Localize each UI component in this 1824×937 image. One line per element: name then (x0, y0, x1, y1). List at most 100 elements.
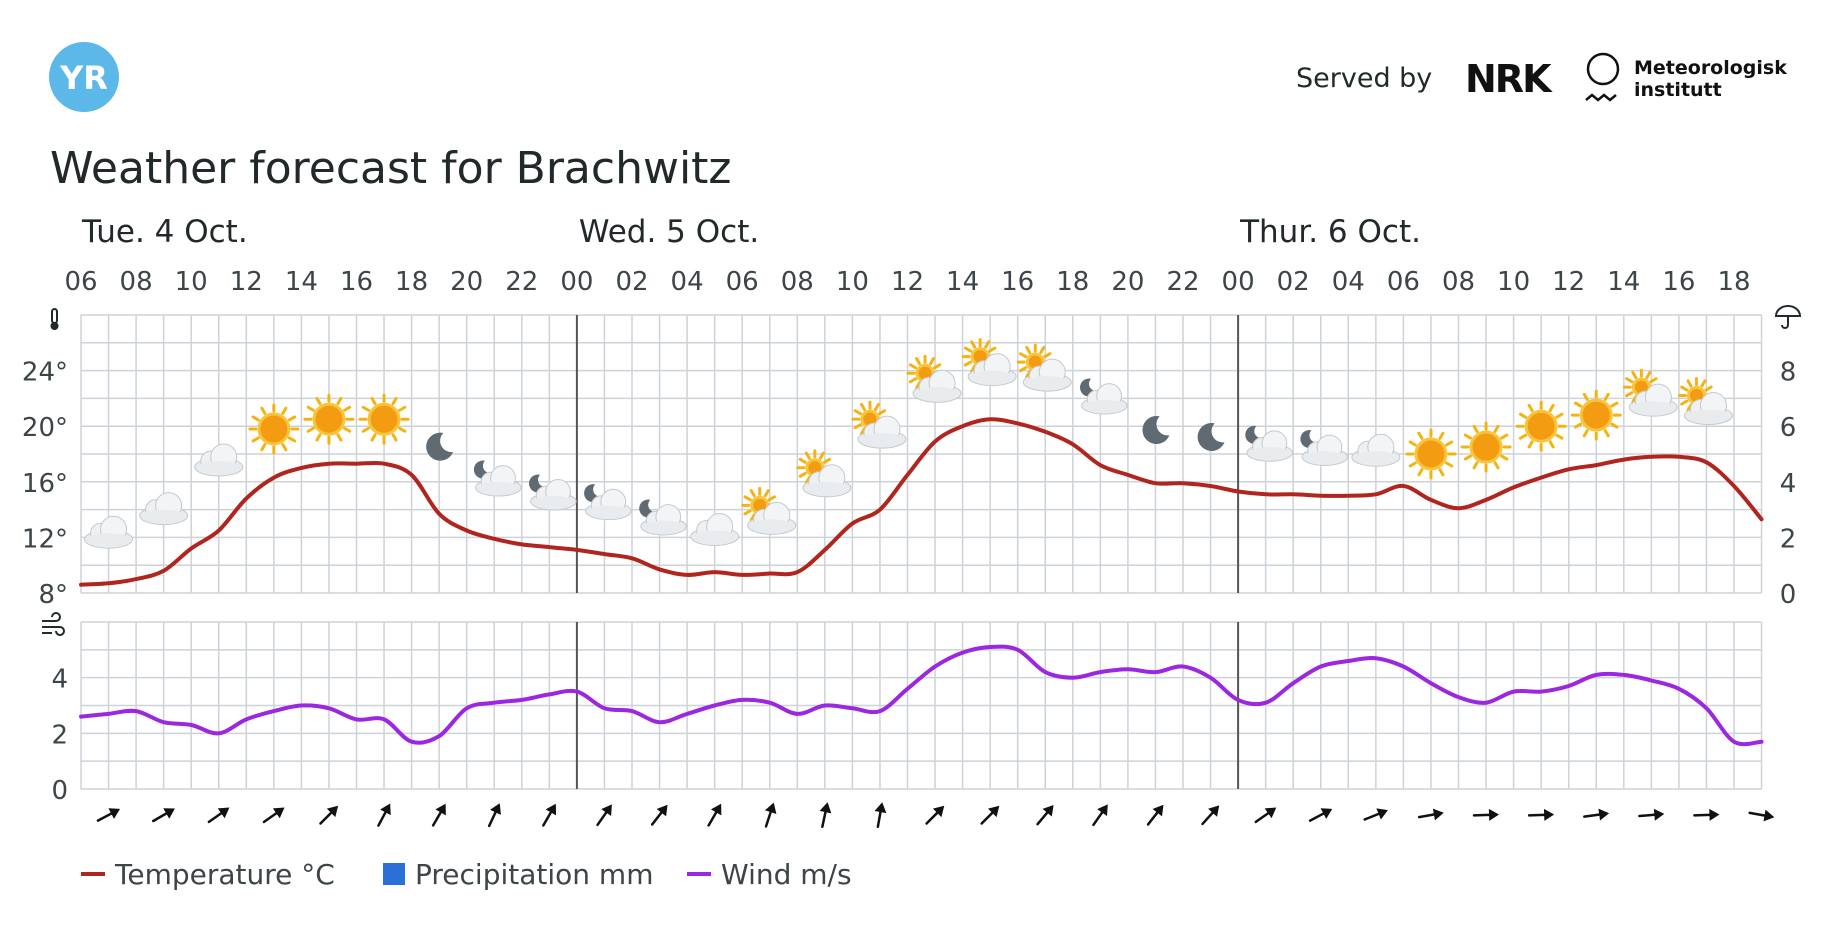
cloud-shape (1081, 383, 1128, 415)
x-tick-label: 16 (1001, 267, 1034, 297)
x-tick-label: 00 (560, 267, 593, 297)
wind-arrow-icon (1583, 808, 1610, 821)
legend-label: Precipitation mm (415, 858, 653, 891)
wind-icon (42, 612, 65, 636)
cloud-shape (857, 415, 907, 449)
wind-arrow-icon (1092, 804, 1108, 827)
x-tick-label: 10 (836, 267, 869, 297)
cloud-shape (747, 501, 797, 535)
partly-cloudy-night-icon (473, 460, 522, 497)
wind-arrow-icon (262, 807, 285, 824)
wind-arrow-icon (377, 803, 391, 827)
wind-line (79, 644, 1764, 747)
wind-arrow-icon (819, 802, 832, 828)
cloud-shape (585, 488, 632, 521)
day-labels: Tue. 4 Oct. Wed. 5 Oct. Thur. 6 Oct. (81, 214, 1421, 250)
wind-arrow-icon (1417, 808, 1444, 821)
x-tick-label: 18 (1717, 267, 1750, 297)
sun-shape (1460, 421, 1512, 473)
wind-y-axis: 4 2 0 (51, 665, 68, 806)
x-tick-label: 06 (64, 267, 97, 297)
cloud-shape (912, 369, 962, 403)
clear-day-icon (1570, 389, 1622, 441)
partly-cloudy-night-icon (1245, 425, 1293, 462)
temperature-y-axis: 24° 20° 16° 12° 8° (22, 358, 68, 610)
partly-cloudy-day-icon (961, 338, 1017, 387)
partly-cloudy-day-icon (1622, 368, 1678, 417)
umbrella-icon (1774, 305, 1802, 329)
wind-arrow-icon (1363, 808, 1388, 821)
wind-arrow-icon (1472, 808, 1500, 821)
day-label: Thur. 6 Oct. (1239, 214, 1421, 250)
cloudy-icon (84, 515, 134, 549)
cloudy-icon (690, 512, 740, 546)
met-logo-circle-icon (1586, 52, 1620, 86)
moon-shape (426, 432, 454, 461)
met-logo-line2: institutt (1634, 79, 1722, 101)
legend-label: Temperature °C (114, 858, 335, 891)
cloud-shape (139, 492, 189, 526)
cloud-shape (690, 512, 740, 546)
x-tick-label: 02 (1277, 267, 1310, 297)
clear-night-icon (426, 432, 454, 461)
wind-arrow-icon (1201, 805, 1220, 826)
x-tick-label: 04 (1332, 267, 1365, 297)
wind-arrow-icon (487, 803, 501, 828)
wind-arrow-icon (96, 808, 121, 822)
wind-arrow-icon (542, 803, 557, 827)
x-tick-label: 18 (395, 267, 428, 297)
wind-arrow-icon (1527, 808, 1555, 821)
partly-cloudy-day-icon (1677, 377, 1733, 426)
sun-shape (358, 393, 410, 445)
day-label: Tue. 4 Oct. (81, 214, 248, 250)
nrk-logo[interactable]: NRK (1465, 57, 1555, 101)
cloudy-icon (1351, 433, 1401, 467)
sun-shape (303, 393, 355, 445)
partly-cloudy-day-icon (851, 400, 907, 449)
cloud-shape (640, 504, 687, 536)
met-logo[interactable]: Meteorologisk institutt (1585, 52, 1787, 102)
temperature-line (79, 417, 1764, 587)
partly-cloudy-night-icon (529, 474, 577, 511)
legend-item: Precipitation mm (383, 858, 653, 891)
precip-y-tick-label: 4 (1780, 469, 1797, 499)
wind-arrow-icon (1638, 808, 1665, 821)
clear-day-icon (248, 403, 300, 455)
x-tick-label: 22 (505, 267, 538, 297)
clear-day-icon (1460, 421, 1512, 473)
wind-arrow-icon (596, 804, 612, 827)
clear-night-icon (1197, 422, 1225, 451)
yr-logo-circle (49, 42, 119, 112)
x-tick-label: 02 (615, 267, 648, 297)
wind-arrow-icon (650, 804, 668, 826)
cloud-shape (474, 465, 522, 497)
wind-y-tick-label: 0 (51, 776, 68, 806)
legend-square-swatch (383, 863, 405, 885)
clear-day-icon (1515, 400, 1567, 452)
wind-arrow-icon (707, 803, 722, 827)
precipitation-y-axis: 8 6 4 2 0 (1780, 358, 1797, 610)
partly-cloudy-day-icon (796, 449, 852, 498)
wind-arrow-icon (1748, 809, 1775, 822)
wind-arrow-icon (152, 808, 175, 823)
partly-cloudy-night-icon (1080, 378, 1128, 415)
temp-y-tick-label: 20° (22, 413, 68, 443)
header: YR Served by NRK Meteorologisk institutt (49, 42, 1787, 112)
x-tick-label: 16 (1662, 267, 1695, 297)
x-tick-label: 20 (450, 267, 483, 297)
precip-y-tick-label: 8 (1780, 358, 1797, 388)
x-tick-label: 08 (781, 267, 814, 297)
cloud-shape (1683, 392, 1733, 426)
sun-shape (1515, 400, 1567, 452)
sun-shape (248, 403, 300, 455)
wind-arrow-icon (764, 802, 777, 828)
yr-logo[interactable]: YR (49, 42, 119, 112)
x-tick-label: 12 (230, 267, 263, 297)
x-tick-label: 00 (1222, 267, 1255, 297)
cloudy-icon (194, 443, 244, 477)
wind-y-tick-label: 4 (51, 665, 68, 695)
partly-cloudy-night-icon (1300, 429, 1349, 466)
weather-symbols (84, 338, 1733, 549)
met-logo-wave-icon (1585, 93, 1617, 102)
temp-y-tick-label: 16° (22, 469, 68, 499)
